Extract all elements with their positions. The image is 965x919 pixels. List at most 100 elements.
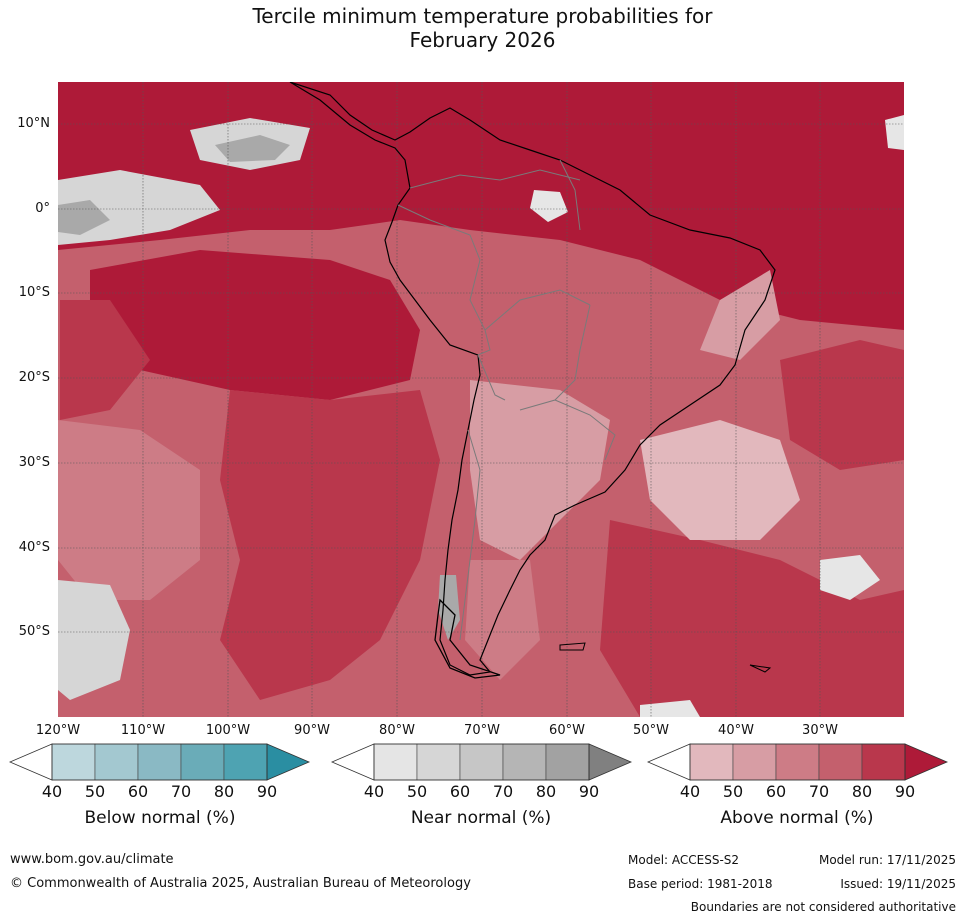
longitude-label: 60°W	[549, 723, 585, 738]
above-80-region-southeast-pacific	[220, 390, 440, 700]
below-normal-tick-label: 70	[170, 782, 192, 801]
near-normal-tick-label: 90	[578, 782, 600, 801]
near-normal-tick-label: 80	[535, 782, 557, 801]
latitude-label: 40°S	[18, 540, 50, 555]
base-period: Base period: 1981-2018	[628, 877, 773, 891]
longitude-label: 90°W	[294, 723, 330, 738]
country-borders	[397, 159, 616, 641]
longitude-label: 70°W	[464, 723, 500, 738]
copyright-text: © Commonwealth of Australia 2025, Austra…	[10, 876, 471, 891]
near-normal-swatch	[545, 743, 590, 781]
latitude-label: 10°N	[17, 116, 50, 131]
above-60-region-southwest	[58, 420, 200, 600]
above-normal-tick-label: 40	[679, 782, 701, 801]
below-normal-tick-label: 80	[213, 782, 235, 801]
near-normal-swatch	[502, 743, 547, 781]
below-normal-swatch	[180, 743, 225, 781]
above-normal-tick-label: 90	[894, 782, 916, 801]
near-40-region-northeast	[885, 115, 904, 150]
above-normal-tick-label: 80	[851, 782, 873, 801]
longitude-label: 100°W	[205, 723, 251, 738]
above-normal-label: Above normal (%)	[720, 808, 874, 828]
below-normal-label: Below normal (%)	[84, 808, 236, 828]
title-line-1: Tercile minimum temperature probabilitie…	[252, 4, 713, 28]
south-america-coastline	[289, 82, 776, 676]
near-70-region-north-pacific	[215, 135, 290, 162]
below-normal-swatch	[51, 743, 96, 781]
near-50-region-pacific	[58, 170, 220, 245]
longitude-label: 50°W	[633, 723, 669, 738]
longitude-label: 30°W	[802, 723, 838, 738]
model-name: Model: ACCESS-S2	[628, 853, 740, 867]
latitude-label: 0°	[35, 201, 50, 216]
near-normal-lower-extend	[330, 743, 375, 781]
above-50-region-la-plata	[470, 380, 610, 560]
near-normal-tick-label: 40	[363, 782, 385, 801]
above-40-region-atlantic	[640, 420, 800, 540]
near-normal-swatch	[416, 743, 461, 781]
latitude-label: 30°S	[18, 455, 50, 470]
colorbars	[8, 743, 949, 781]
map-field	[58, 82, 904, 717]
below-normal-lower-extend	[8, 743, 53, 781]
longitude-label: 40°W	[718, 723, 754, 738]
near-40-region-amazon	[530, 190, 568, 222]
issued-date: Issued: 19/11/2025	[840, 877, 956, 891]
graticule	[58, 82, 904, 717]
above-normal-upper-extend	[904, 743, 949, 781]
website-link[interactable]: www.bom.gov.au/climate	[10, 852, 174, 867]
latitude-label: 20°S	[18, 370, 50, 385]
above-normal-tick-label: 60	[765, 782, 787, 801]
latitude-label: 50°S	[18, 624, 50, 639]
above-normal-tick-label: 70	[808, 782, 830, 801]
near-normal-upper-extend	[588, 743, 633, 781]
above-80-region-south-atlantic	[600, 520, 904, 717]
near-normal-label: Near normal (%)	[410, 808, 552, 828]
below-normal-swatch	[223, 743, 268, 781]
above-normal-swatch	[775, 743, 820, 781]
near-40-region-south-atlantic	[820, 555, 880, 600]
latitude-label: 10°S	[18, 285, 50, 300]
map-title: Tercile minimum temperature probabilitie…	[0, 4, 965, 52]
above-normal-outline	[689, 743, 906, 781]
below-normal-swatch	[137, 743, 182, 781]
near-40-region-bottom	[640, 700, 700, 717]
longitude-label: 80°W	[379, 723, 415, 738]
near-50-region-southwest	[58, 580, 130, 700]
near-normal-tick-label: 70	[492, 782, 514, 801]
above-80-region-east-atlantic	[780, 340, 904, 470]
below-normal-outline	[51, 743, 268, 781]
below-normal-tick-label: 50	[84, 782, 106, 801]
near-normal-swatch	[459, 743, 504, 781]
above-normal-swatch	[818, 743, 863, 781]
above-normal-tick-label: 50	[722, 782, 744, 801]
near-70-region-chile	[438, 575, 460, 640]
above-normal-swatch	[732, 743, 777, 781]
near-normal-tick-label: 60	[449, 782, 471, 801]
chile-fjords	[434, 598, 501, 679]
falkland-islands	[559, 642, 586, 651]
near-normal-outline	[373, 743, 590, 781]
longitude-label: 120°W	[35, 723, 81, 738]
south-georgia	[749, 664, 772, 673]
above-normal-swatch	[861, 743, 906, 781]
below-normal-upper-extend	[266, 743, 311, 781]
above-normal-colorbar	[646, 743, 949, 781]
below-normal-tick-label: 90	[256, 782, 278, 801]
below-normal-colorbar	[8, 743, 311, 781]
near-normal-swatch	[373, 743, 418, 781]
title-line-2: February 2026	[409, 28, 556, 52]
above-50-region-brazil-coast	[700, 270, 780, 360]
above-normal-lower-extend	[646, 743, 691, 781]
near-normal-colorbar	[330, 743, 633, 781]
longitude-label: 110°W	[120, 723, 166, 738]
above-90-region-pacific	[90, 250, 420, 400]
near-normal-tick-label: 50	[406, 782, 428, 801]
boundaries-disclaimer: Boundaries are not considered authoritat…	[690, 900, 956, 914]
below-normal-tick-label: 60	[127, 782, 149, 801]
below-normal-swatch	[94, 743, 139, 781]
model-run: Model run: 17/11/2025	[818, 853, 956, 867]
above-80-region-pacific-west	[60, 300, 150, 420]
below-normal-tick-label: 40	[41, 782, 63, 801]
